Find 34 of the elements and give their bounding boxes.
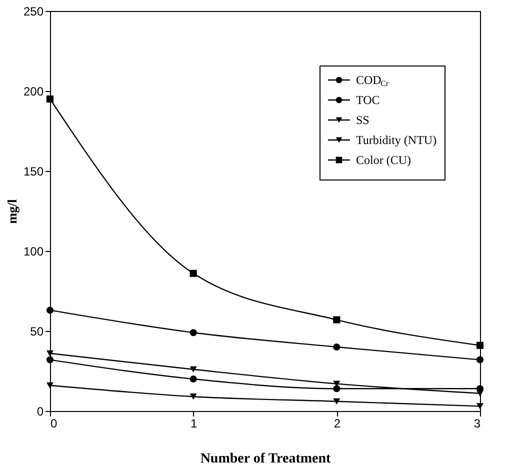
legend-label: Turbidity (NTU) (356, 133, 437, 147)
x-tick-label: 2 (334, 416, 341, 430)
point (333, 316, 340, 324)
x-tick-label: 0 (50, 416, 58, 430)
x-axis-title: Number of Treatment (200, 452, 332, 466)
x-tick-label: 3 (474, 416, 481, 430)
point (46, 350, 54, 356)
point (190, 394, 197, 400)
point (190, 375, 197, 383)
y-tick-label: 200 (23, 84, 44, 98)
point (333, 398, 340, 404)
point (333, 385, 340, 392)
y-tick-label: 50 (30, 324, 44, 338)
point (46, 95, 54, 103)
point (190, 329, 197, 336)
point (190, 270, 197, 277)
legend-label: SS (356, 113, 370, 127)
point (476, 356, 484, 364)
point (476, 403, 484, 410)
x-tick-label: 1 (190, 416, 198, 430)
point (46, 306, 54, 314)
point (46, 356, 54, 364)
y-tick-label: 150 (23, 164, 44, 178)
point (476, 390, 484, 396)
y-tick-label: 0 (36, 404, 44, 418)
point (476, 342, 484, 349)
y-tick-label: 250 (23, 4, 44, 18)
legend-label: Color (CU) (356, 153, 411, 167)
point (46, 382, 54, 388)
point (333, 343, 340, 351)
y-tick-label: 100 (23, 244, 44, 258)
legend-label: TOC (356, 93, 380, 107)
y-axis-title: mg/l (4, 198, 20, 224)
point (190, 366, 197, 372)
